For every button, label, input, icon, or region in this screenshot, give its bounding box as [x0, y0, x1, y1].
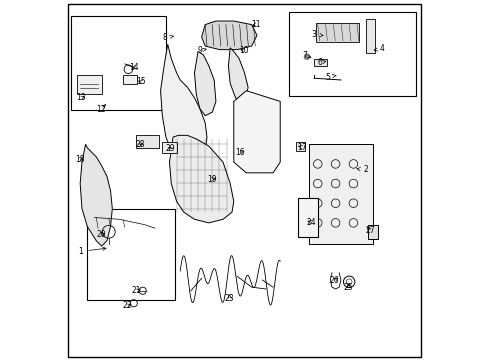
- Text: 6: 6: [316, 58, 325, 67]
- Text: 9: 9: [197, 46, 206, 55]
- Text: 2: 2: [356, 166, 367, 175]
- Text: 26: 26: [329, 276, 339, 285]
- Text: 7: 7: [302, 51, 310, 60]
- Text: 19: 19: [206, 175, 216, 184]
- Circle shape: [304, 54, 309, 60]
- Polygon shape: [233, 91, 280, 173]
- Text: 28: 28: [135, 140, 144, 149]
- Bar: [298, 198, 317, 237]
- Polygon shape: [160, 44, 206, 173]
- Text: 15: 15: [136, 77, 145, 86]
- Bar: [162, 143, 176, 153]
- Polygon shape: [228, 48, 247, 102]
- Bar: [71, 16, 165, 111]
- Text: 3: 3: [311, 30, 323, 39]
- Bar: [296, 143, 305, 152]
- Bar: [135, 135, 159, 148]
- Text: 16: 16: [235, 148, 244, 157]
- Bar: [365, 19, 374, 53]
- Bar: [288, 12, 415, 96]
- Polygon shape: [194, 51, 216, 116]
- Text: 25: 25: [343, 283, 353, 292]
- Polygon shape: [80, 144, 112, 246]
- Polygon shape: [308, 144, 372, 244]
- Text: 4: 4: [373, 44, 384, 53]
- Text: 24: 24: [306, 218, 316, 227]
- Text: 13: 13: [76, 93, 85, 102]
- Bar: [313, 59, 326, 66]
- Text: 8: 8: [163, 33, 173, 42]
- Bar: [87, 208, 175, 300]
- Text: 22: 22: [122, 301, 132, 310]
- Text: 20: 20: [96, 230, 105, 239]
- Text: 21: 21: [132, 286, 141, 295]
- Polygon shape: [169, 135, 233, 223]
- Polygon shape: [201, 21, 257, 50]
- Bar: [77, 75, 102, 94]
- Text: 1: 1: [79, 247, 106, 256]
- Bar: [123, 75, 137, 84]
- Text: 14: 14: [129, 63, 139, 72]
- Bar: [367, 225, 377, 239]
- Text: 18: 18: [75, 155, 84, 164]
- Text: 10: 10: [239, 46, 249, 55]
- Text: 12: 12: [96, 105, 105, 114]
- Text: 11: 11: [251, 20, 261, 29]
- Text: 17: 17: [297, 143, 306, 152]
- Text: 5: 5: [325, 73, 335, 82]
- Bar: [315, 23, 358, 42]
- Text: 23: 23: [224, 294, 234, 303]
- Text: 29: 29: [165, 144, 175, 153]
- Text: 27: 27: [365, 226, 374, 235]
